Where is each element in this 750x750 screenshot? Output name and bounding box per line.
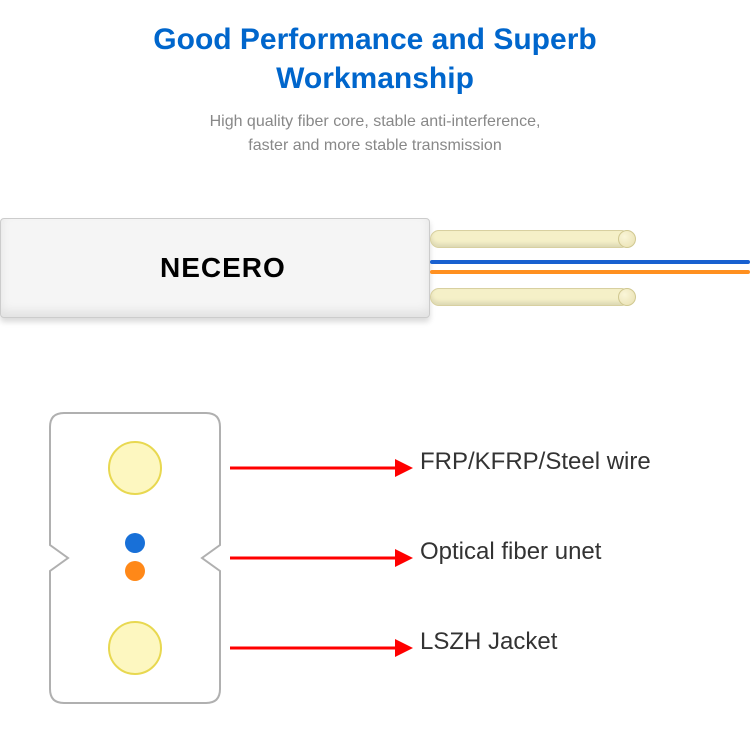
fiber-core-orange bbox=[125, 561, 145, 581]
rod-cap-bottom bbox=[618, 288, 636, 306]
title-line1: Good Performance and Superb bbox=[153, 23, 596, 56]
strength-member-top bbox=[109, 442, 161, 494]
fiber-orange bbox=[430, 270, 750, 274]
cross-section-diagram: FRP/KFRP/Steel wire Optical fiber unet L… bbox=[0, 408, 750, 728]
page-subtitle: High quality fiber core, stable anti-int… bbox=[0, 110, 750, 158]
strength-rod-bottom bbox=[430, 288, 630, 306]
rod-cap-top bbox=[618, 230, 636, 248]
label-jacket: LSZH Jacket bbox=[420, 628, 557, 656]
title-line2: Workmanship bbox=[276, 62, 474, 95]
strength-member-bottom bbox=[109, 622, 161, 674]
arrows-svg bbox=[230, 408, 430, 708]
fiber-blue bbox=[430, 260, 750, 264]
subtitle-line2: faster and more stable transmission bbox=[248, 137, 501, 154]
label-fiber: Optical fiber unet bbox=[420, 538, 601, 566]
brand-label: NECERO bbox=[160, 252, 286, 284]
label-frp: FRP/KFRP/Steel wire bbox=[420, 448, 651, 476]
fiber-core-blue bbox=[125, 533, 145, 553]
cross-section-svg bbox=[40, 408, 230, 708]
cable-illustration: NECERO bbox=[0, 208, 750, 328]
subtitle-line1: High quality fiber core, stable anti-int… bbox=[210, 113, 541, 130]
strength-rod-top bbox=[430, 230, 630, 248]
page-title: Good Performance and Superb Workmanship bbox=[0, 20, 750, 98]
header: Good Performance and Superb Workmanship … bbox=[0, 0, 750, 158]
